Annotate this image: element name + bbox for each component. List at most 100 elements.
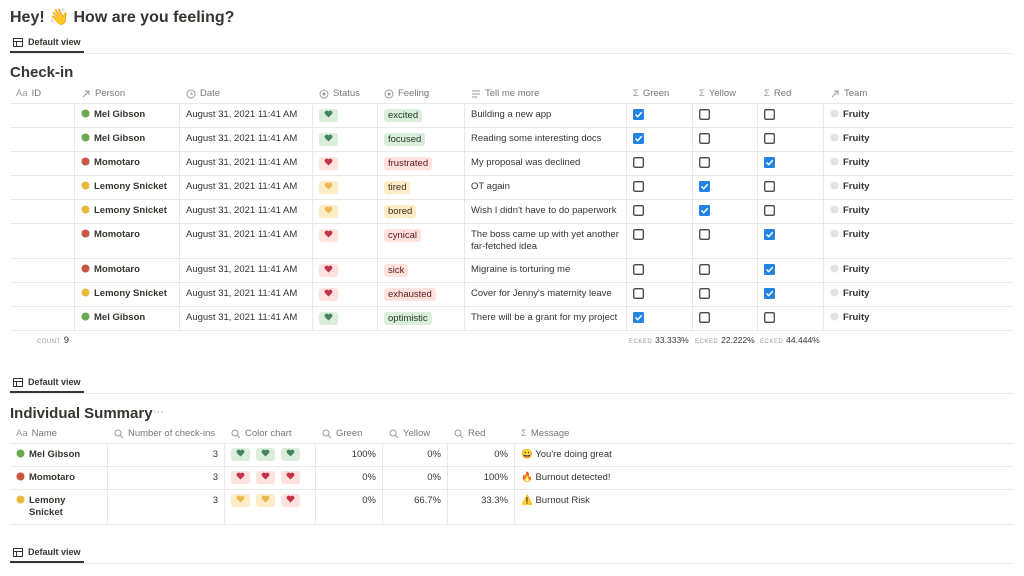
view-tab[interactable]: Default view [10, 547, 84, 563]
checkbox[interactable] [699, 264, 710, 275]
description: My proposal was declined [471, 157, 581, 168]
table-cell [313, 104, 378, 127]
table-cell: Building a new app [465, 104, 627, 127]
column-label: Status [333, 88, 360, 99]
heart-icon [286, 449, 295, 457]
table-cell: Lemony Snicket [75, 283, 180, 306]
checkbox[interactable] [764, 288, 775, 299]
team-name: Fruity [843, 288, 870, 299]
date: August 31, 2021 11:41 AM [186, 205, 298, 216]
column-label: Message [530, 428, 570, 439]
checkbox[interactable] [633, 264, 644, 275]
checkbox[interactable] [699, 205, 710, 216]
checkbox[interactable] [633, 205, 644, 216]
checkbox[interactable] [764, 181, 775, 192]
checkin-count: 3 [212, 449, 218, 460]
table-cell: excited [378, 104, 465, 127]
table-cell [693, 224, 758, 258]
message: 😀 You're doing great [521, 449, 612, 460]
date: August 31, 2021 11:41 AM [186, 229, 298, 240]
status-tag [281, 494, 300, 507]
checkbox[interactable] [764, 264, 775, 275]
column-header: Number of check-ins [108, 425, 225, 443]
checkbox[interactable] [633, 157, 644, 168]
checkbox[interactable] [699, 109, 710, 120]
person-icon [830, 157, 839, 166]
description: Building a new app [471, 109, 552, 120]
table-cell: OT again [465, 176, 627, 199]
checkbox[interactable] [764, 312, 775, 323]
view-tab[interactable]: Default view [10, 37, 84, 53]
checkbox[interactable] [699, 133, 710, 144]
heart-icon [324, 134, 333, 142]
view-tab[interactable]: Default view [10, 377, 84, 393]
person-icon [16, 449, 25, 458]
table-row: Lemony Snicket August 31, 2021 11:41 AM ex… [10, 283, 1014, 307]
checkbox[interactable] [699, 181, 710, 192]
checkbox[interactable] [699, 288, 710, 299]
status-tag [256, 448, 275, 461]
person-icon [830, 229, 839, 238]
table-cell: My proposal was declined [465, 152, 627, 175]
percentage: 0% [362, 472, 376, 483]
table-cell: 0% [448, 444, 515, 466]
checkbox[interactable] [633, 288, 644, 299]
table-row: Lemony Snicket August 31, 2021 11:41 AM ti… [10, 176, 1014, 200]
column-icon [454, 429, 464, 439]
heart-icon [236, 495, 245, 503]
table-cell [10, 152, 75, 175]
table-cell [693, 152, 758, 175]
column-header: Σ Yellow [693, 85, 758, 103]
checkbox[interactable] [633, 133, 644, 144]
heart-icon [324, 313, 333, 321]
table-cell [627, 152, 693, 175]
table-cell [10, 104, 75, 127]
table-row: Mel Gibson August 31, 2021 11:41 AM optimi… [10, 307, 1014, 331]
checkbox[interactable] [764, 229, 775, 240]
column-header: Team [824, 85, 1014, 103]
feeling-tag: tired [384, 181, 411, 194]
checkbox[interactable] [633, 181, 644, 192]
checkbox[interactable] [764, 205, 775, 216]
checkbox[interactable] [764, 133, 775, 144]
checkbox[interactable] [633, 109, 644, 120]
table-cell [627, 200, 693, 223]
checkbox[interactable] [699, 157, 710, 168]
date: August 31, 2021 11:41 AM [186, 312, 298, 323]
person-icon [81, 288, 90, 297]
checkbox[interactable] [764, 157, 775, 168]
column-header: Date [180, 85, 313, 103]
column-label: Red [468, 428, 486, 439]
checkbox[interactable] [699, 229, 710, 240]
table-cell: August 31, 2021 11:41 AM [180, 224, 313, 258]
checkbox[interactable] [633, 229, 644, 240]
description: The boss came up with yet another far-fe… [471, 229, 619, 252]
date: August 31, 2021 11:41 AM [186, 288, 298, 299]
table-cell: Fruity [824, 104, 1014, 127]
heart-icon [324, 158, 333, 166]
table-cell: August 31, 2021 11:41 AM [180, 259, 313, 282]
person-icon [830, 133, 839, 142]
table-cell: 3 [108, 467, 225, 489]
feeling-tag: frustrated [384, 157, 433, 170]
checkbox[interactable] [699, 312, 710, 323]
table-cell: Momotaro [75, 224, 180, 258]
status-tag [319, 133, 338, 146]
table-cell: tired [378, 176, 465, 199]
table-cell [10, 176, 75, 199]
column-icon [831, 90, 839, 98]
table-cell: Fruity [824, 152, 1014, 175]
checkbox[interactable] [633, 312, 644, 323]
team-name: Fruity [843, 264, 870, 275]
heart-icon [261, 449, 270, 457]
table-cell [758, 259, 824, 282]
column-header: Person [75, 85, 180, 103]
feeling-tag: excited [384, 109, 423, 122]
column-icon [384, 89, 394, 99]
table-cell: 3 [108, 490, 225, 524]
table-cell [758, 152, 824, 175]
checkbox[interactable] [764, 109, 775, 120]
section-menu[interactable]: ··· [153, 406, 164, 418]
person-icon [81, 133, 90, 142]
tab-divider [10, 393, 1014, 394]
